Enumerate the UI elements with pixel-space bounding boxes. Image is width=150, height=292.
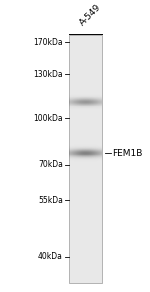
Bar <box>72 35 74 283</box>
Text: 130kDa: 130kDa <box>33 70 63 79</box>
Bar <box>90 35 92 283</box>
Bar <box>99 35 100 283</box>
Bar <box>71 35 72 283</box>
Bar <box>82 35 84 283</box>
Text: 170kDa: 170kDa <box>33 38 63 47</box>
Bar <box>79 35 81 283</box>
Bar <box>81 35 82 283</box>
Bar <box>87 35 89 283</box>
Bar <box>95 35 97 283</box>
Bar <box>74 35 76 283</box>
Text: 55kDa: 55kDa <box>38 196 63 204</box>
Bar <box>85 35 87 283</box>
Text: 40kDa: 40kDa <box>38 253 63 261</box>
Text: FEM1B: FEM1B <box>112 149 143 158</box>
Bar <box>89 35 90 283</box>
Bar <box>97 35 99 283</box>
Bar <box>76 35 77 283</box>
Text: 70kDa: 70kDa <box>38 161 63 169</box>
Bar <box>92 35 94 283</box>
Bar <box>100 35 102 283</box>
FancyBboxPatch shape <box>69 35 102 283</box>
Bar <box>69 35 71 283</box>
Text: 100kDa: 100kDa <box>33 114 63 123</box>
Bar <box>94 35 95 283</box>
Bar <box>84 35 86 283</box>
Bar <box>77 35 79 283</box>
Text: A-549: A-549 <box>78 3 102 28</box>
